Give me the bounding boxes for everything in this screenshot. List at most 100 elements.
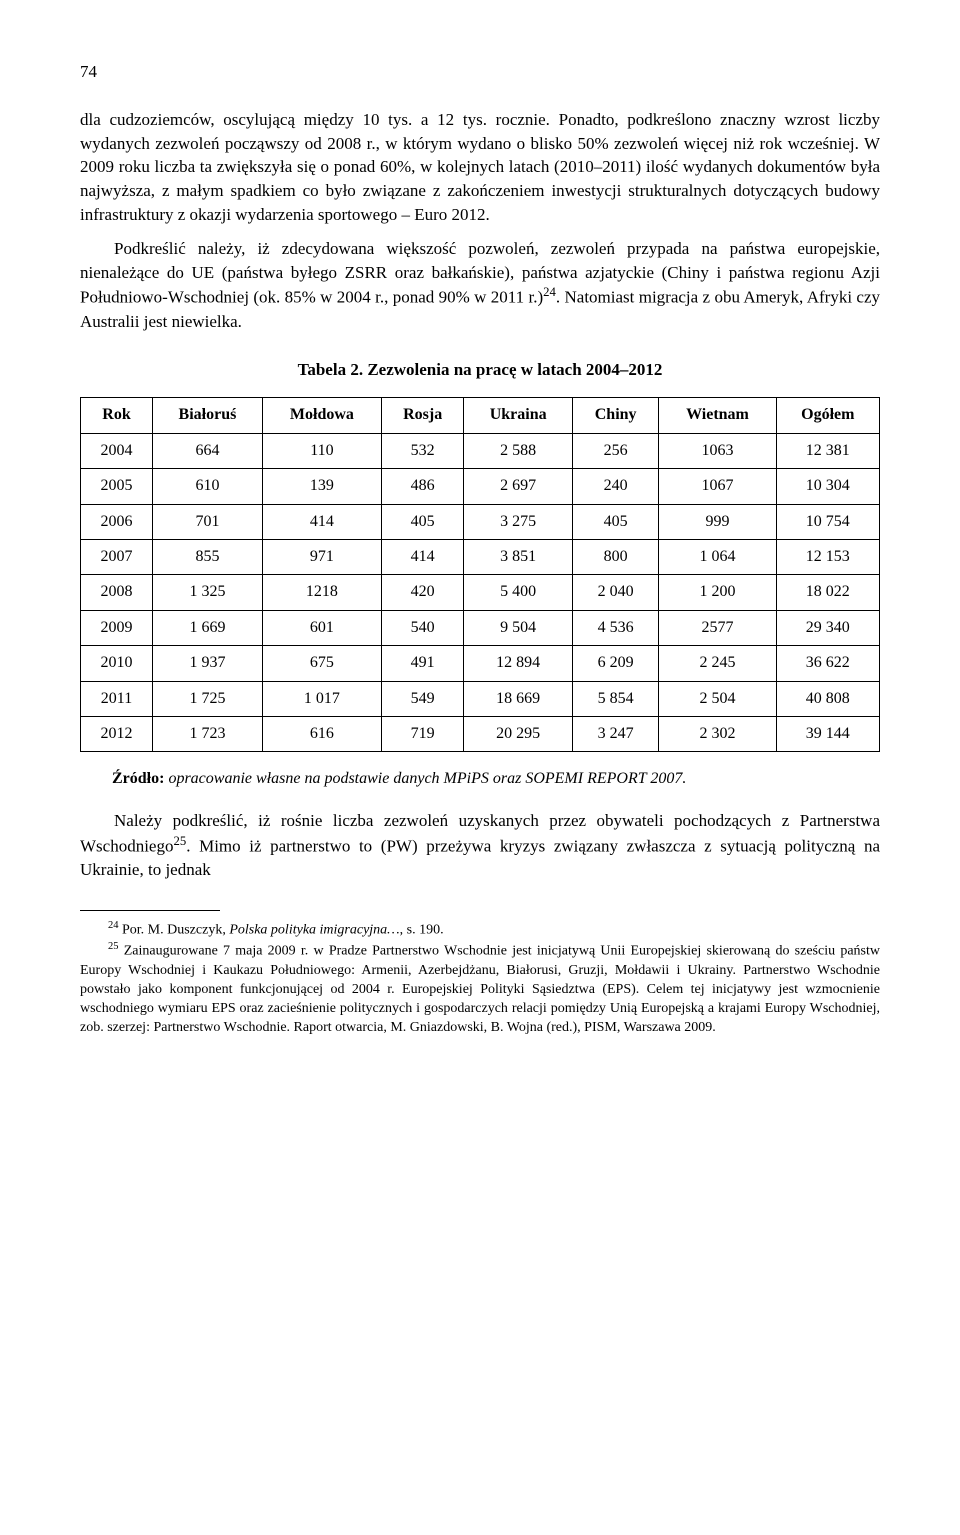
cell: 855 [153,539,263,574]
cell: 20 295 [464,716,573,751]
col-rosja: Rosja [381,398,463,433]
table-row: 2012 1 723 616 719 20 295 3 247 2 302 39… [81,716,880,751]
cell: 800 [572,539,658,574]
cell: 10 754 [776,504,879,539]
col-moldowa: Mołdowa [262,398,381,433]
cell: 1 669 [153,610,263,645]
footnote-ref-25: 25 [173,834,186,848]
cell: 10 304 [776,469,879,504]
cell: 414 [381,539,463,574]
cell: 664 [153,433,263,468]
cell: 5 854 [572,681,658,716]
cell: 12 153 [776,539,879,574]
footnote-24b: , s. 190. [400,922,444,937]
cell: 3 247 [572,716,658,751]
footnotes-separator [80,910,220,911]
cell: 675 [262,646,381,681]
cell: 4 536 [572,610,658,645]
cell: 2005 [81,469,153,504]
col-ogolem: Ogółem [776,398,879,433]
cell: 616 [262,716,381,751]
cell: 1 200 [659,575,776,610]
cell: 2 302 [659,716,776,751]
cell: 1063 [659,433,776,468]
cell: 1 064 [659,539,776,574]
table-row: 2005 610 139 486 2 697 240 1067 10 304 [81,469,880,504]
paragraph-1: dla cudzoziemców, oscylującą między 10 t… [80,108,880,227]
cell: 414 [262,504,381,539]
footnote-num-25: 25 [108,941,119,952]
data-table: Rok Białoruś Mołdowa Rosja Ukraina Chiny… [80,397,880,752]
table-row: 2004 664 110 532 2 588 256 1063 12 381 [81,433,880,468]
table-body: 2004 664 110 532 2 588 256 1063 12 381 2… [81,433,880,752]
cell: 9 504 [464,610,573,645]
cell: 3 851 [464,539,573,574]
cell: 110 [262,433,381,468]
table-row: 2010 1 937 675 491 12 894 6 209 2 245 36… [81,646,880,681]
table-row: 2008 1 325 1218 420 5 400 2 040 1 200 18… [81,575,880,610]
cell: 1 725 [153,681,263,716]
source-text: opracowanie własne na podstawie danych M… [164,770,686,787]
col-bialorus: Białoruś [153,398,263,433]
cell: 18 022 [776,575,879,610]
table-row: 2006 701 414 405 3 275 405 999 10 754 [81,504,880,539]
cell: 1218 [262,575,381,610]
cell: 486 [381,469,463,504]
cell: 2012 [81,716,153,751]
cell: 2009 [81,610,153,645]
cell: 2577 [659,610,776,645]
cell: 2007 [81,539,153,574]
cell: 491 [381,646,463,681]
cell: 5 400 [464,575,573,610]
cell: 12 381 [776,433,879,468]
col-wietnam: Wietnam [659,398,776,433]
footnote-25: 25 Zainaugurowane 7 maja 2009 r. w Pradz… [80,940,880,1037]
col-rok: Rok [81,398,153,433]
table-row: 2007 855 971 414 3 851 800 1 064 12 153 [81,539,880,574]
cell: 2008 [81,575,153,610]
cell: 532 [381,433,463,468]
cell: 2 697 [464,469,573,504]
table-row: 2009 1 669 601 540 9 504 4 536 2577 29 3… [81,610,880,645]
cell: 2 040 [572,575,658,610]
cell: 2 588 [464,433,573,468]
cell: 1 937 [153,646,263,681]
col-ukraina: Ukraina [464,398,573,433]
cell: 549 [381,681,463,716]
cell: 971 [262,539,381,574]
table-row: 2011 1 725 1 017 549 18 669 5 854 2 504 … [81,681,880,716]
cell: 2011 [81,681,153,716]
cell: 999 [659,504,776,539]
cell: 601 [262,610,381,645]
cell: 139 [262,469,381,504]
cell: 2006 [81,504,153,539]
cell: 2 245 [659,646,776,681]
footnote-25-text: Zainaugurowane 7 maja 2009 r. w Pradze P… [80,944,880,1035]
cell: 405 [572,504,658,539]
cell: 3 275 [464,504,573,539]
footnote-ref-24: 24 [543,285,556,299]
cell: 719 [381,716,463,751]
cell: 2 504 [659,681,776,716]
cell: 1067 [659,469,776,504]
paragraph-3: Należy podkreślić, iż rośnie liczba zezw… [80,809,880,882]
cell: 40 808 [776,681,879,716]
cell: 12 894 [464,646,573,681]
table-source: Źródło: opracowanie własne na podstawie … [80,768,880,790]
paragraph-2: Podkreślić należy, iż zdecydowana większ… [80,237,880,334]
table-caption: Tabela 2. Zezwolenia na pracę w latach 2… [80,358,880,382]
cell: 39 144 [776,716,879,751]
source-label: Źródło: [112,770,164,787]
cell: 240 [572,469,658,504]
footnote-24: 24 Por. M. Duszczyk, Polska polityka imi… [80,919,880,941]
cell: 29 340 [776,610,879,645]
page-number: 74 [80,60,880,84]
footnote-24a: Por. M. Duszczyk, [119,922,230,937]
cell: 36 622 [776,646,879,681]
cell: 1 325 [153,575,263,610]
footnote-num-24: 24 [108,920,119,931]
paragraph-3b: . Mimo iż partnerstwo to (PW) przeżywa k… [80,836,880,879]
footnote-24-italic: Polska polityka imigracyjna… [229,922,399,937]
cell: 420 [381,575,463,610]
cell: 18 669 [464,681,573,716]
